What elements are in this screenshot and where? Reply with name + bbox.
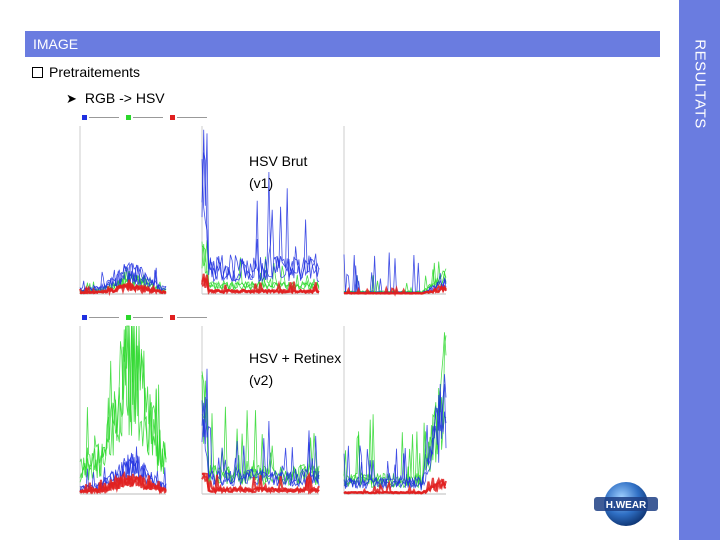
series-line-red <box>343 476 447 495</box>
bullet-level2-text: RGB -> HSV <box>84 90 165 106</box>
checkbox-bullet-icon <box>32 67 43 78</box>
legend-swatch <box>82 315 87 320</box>
logo-text: H.WEAR <box>606 500 647 511</box>
header-title: IMAGE <box>33 36 79 52</box>
caption-v2: HSV + Retinex (v2) <box>249 347 341 391</box>
series-line-green <box>343 332 447 488</box>
series-line-green <box>201 245 320 292</box>
series-line-green <box>79 325 167 479</box>
histogram-chart-v1 <box>74 112 452 302</box>
series-line-blue <box>79 261 167 294</box>
bullet-level1-text: Pretraitements <box>49 64 141 80</box>
legend-swatch <box>170 115 175 120</box>
caption-v1-line2: (v1) <box>249 175 274 191</box>
series-line-red <box>201 471 320 495</box>
side-title: RESULTATS <box>679 0 720 540</box>
header-bar: IMAGE <box>25 31 660 57</box>
legend-swatch <box>126 115 131 120</box>
logo: H.WEAR <box>592 478 660 530</box>
legend-swatch <box>170 315 175 320</box>
series-line-red <box>343 284 447 297</box>
legend-swatch <box>126 315 131 320</box>
histogram-chart-v2-svg <box>79 315 447 495</box>
series-line-blue <box>79 453 167 493</box>
bullet-level1: Pretraitements <box>32 62 140 82</box>
series-line-red <box>79 470 167 495</box>
caption-v2-line2: (v2) <box>249 372 274 388</box>
series-line-red <box>79 282 167 297</box>
histogram-chart-v1-svg <box>79 115 447 297</box>
series-line-blue <box>343 374 447 491</box>
caption-v2-line1: HSV + Retinex <box>249 350 342 366</box>
caption-v1: HSV Brut (v1) <box>249 150 307 194</box>
series-line-green <box>79 325 167 478</box>
series-line-blue <box>343 391 447 490</box>
legend-swatch <box>82 115 87 120</box>
histogram-chart-v2 <box>74 312 452 502</box>
series-line-green <box>343 335 447 489</box>
caption-v1-line1: HSV Brut <box>249 153 308 169</box>
bullet-level2: ➤ RGB -> HSV <box>66 88 165 109</box>
side-band <box>679 0 720 540</box>
side-title-text: RESULTATS <box>691 39 708 129</box>
series-line-blue <box>201 129 320 283</box>
series-line-red <box>201 277 320 295</box>
series-line-blue <box>201 368 320 486</box>
arrow-bullet-icon: ➤ <box>66 91 77 106</box>
